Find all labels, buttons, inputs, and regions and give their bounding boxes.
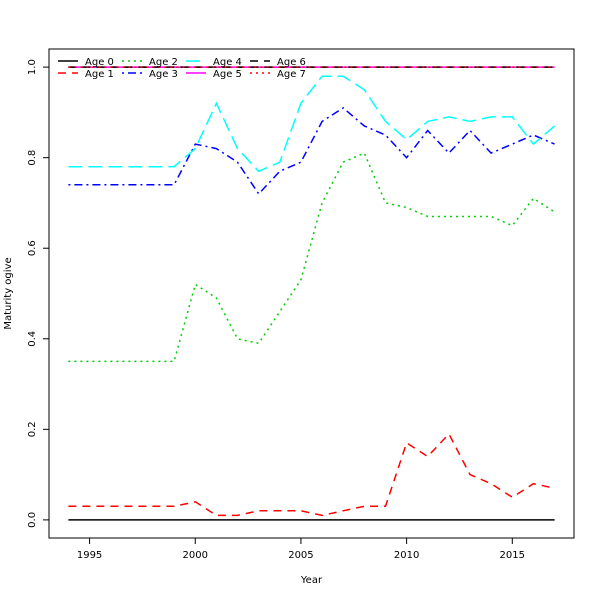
x-tick-label: 1995 <box>77 550 102 561</box>
y-tick-label: 0.6 <box>27 240 38 256</box>
series-layer <box>68 66 556 521</box>
legend-label: Age 1 <box>85 69 114 80</box>
x-tick-label: 2015 <box>500 550 525 561</box>
axes-layer: 1995 2000 2005 2010 2015 0.0 0.2 0.4 0.6 0.8 1.0 <box>27 59 525 561</box>
legend-label: Age 0 <box>85 57 114 68</box>
legend-label: Age 5 <box>213 69 242 80</box>
series-line-age-4 <box>68 75 556 173</box>
legend-label: Age 4 <box>213 57 242 68</box>
legend-label: Age 2 <box>149 57 178 68</box>
x-axis-label: Year <box>300 575 323 586</box>
legend-label: Age 6 <box>277 57 306 68</box>
series-line-age-1 <box>68 432 555 517</box>
legend-label: Age 7 <box>277 69 306 80</box>
y-axis-label: Maturity ogive <box>3 257 14 329</box>
x-tick-label: 2010 <box>394 550 419 561</box>
x-tick-label: 2005 <box>288 550 313 561</box>
y-tick-label: 0.0 <box>27 512 38 528</box>
series-line-age-3 <box>68 106 555 196</box>
legend-label: Age 3 <box>149 69 178 80</box>
plot-frame <box>48 48 575 539</box>
y-tick-label: 0.4 <box>27 331 38 347</box>
y-tick-label: 0.2 <box>27 421 38 437</box>
x-tick-label: 2000 <box>183 550 208 561</box>
y-tick-label: 0.8 <box>27 150 38 166</box>
y-tick-label: 1.0 <box>27 59 38 75</box>
